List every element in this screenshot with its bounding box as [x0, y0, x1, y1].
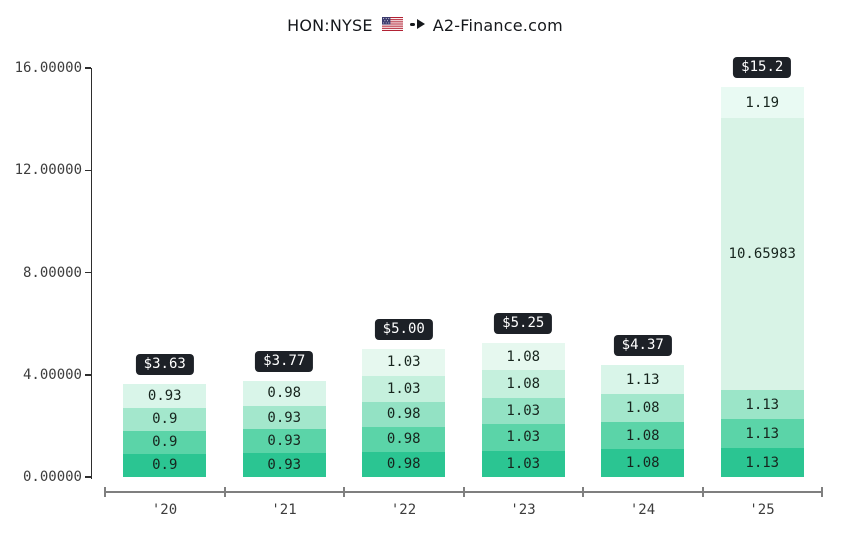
x-tick-label: '21 — [271, 502, 297, 518]
bar-segment-label: 1.08 — [506, 376, 541, 393]
bar-segment-label: 1.03 — [506, 455, 541, 472]
bar-segment-label: 1.03 — [506, 429, 541, 446]
y-tick-mark — [84, 476, 91, 478]
y-tick-label: 8.00000 — [22, 264, 82, 281]
x-tick-label: '22 — [390, 502, 417, 518]
bar-segment-label: 0.93 — [147, 388, 182, 405]
y-tick-label: 16.00000 — [14, 60, 82, 76]
bar-segment: 0.93 — [123, 384, 207, 408]
x-tick-label: '20 — [151, 502, 178, 518]
bar-segment-label: 1.13 — [745, 396, 780, 413]
bar-segment: 1.08 — [601, 394, 685, 422]
bar-segment-label: 1.13 — [625, 371, 660, 388]
ticker-symbol: HON:NYSE — [287, 16, 373, 35]
bar-segment-label: 0.93 — [267, 409, 302, 426]
bar-segment-label: 1.19 — [745, 94, 780, 111]
bar-total-badge: $5.25 — [494, 312, 553, 334]
x-tick-label: '23 — [510, 502, 536, 518]
x-tick-label: '25 — [749, 502, 775, 518]
bar-segment: 0.98 — [362, 451, 446, 477]
y-tick-label: 0.00000 — [22, 469, 82, 485]
site-name: A2-Finance.com — [432, 16, 563, 35]
bar-segment: 1.13 — [720, 448, 804, 477]
y-axis-line — [90, 68, 92, 479]
bar-segment-label: 1.03 — [506, 403, 541, 420]
bar-segment-label: 0.9 — [152, 434, 178, 451]
y-tick-mark — [84, 271, 91, 274]
bar-total-badge: $3.77 — [255, 350, 314, 372]
bar-segment-label: 1.08 — [625, 455, 660, 472]
bar-segment: 0.93 — [242, 405, 326, 430]
bar-total-badge: $4.37 — [613, 335, 672, 357]
bar-segment: 1.03 — [362, 375, 446, 402]
bar-segment-label: 1.03 — [386, 380, 421, 397]
x-tick-mark — [462, 487, 465, 497]
bar-segment-label: 1.08 — [625, 399, 660, 416]
bar-segment-label: 0.9 — [152, 411, 178, 428]
bar-segment-label: 0.98 — [267, 385, 302, 402]
bar-segment: 1.03 — [362, 349, 446, 376]
bar-segment: 0.98 — [362, 401, 446, 427]
bar-segment: 0.93 — [242, 429, 326, 454]
bar-segment: 0.98 — [242, 380, 326, 406]
bar-segment: 1.13 — [720, 390, 804, 420]
bar-segment-label: 0.9 — [152, 457, 178, 474]
bar-segment: 0.9 — [123, 453, 207, 477]
bar-segment: 0.9 — [123, 407, 207, 431]
bar-segment: 1.03 — [481, 424, 565, 451]
x-tick-mark — [343, 487, 345, 497]
x-tick-mark — [582, 487, 584, 497]
x-tick-label: '24 — [629, 502, 656, 518]
bar-segment-label: 0.98 — [386, 456, 421, 473]
bar-segment: 1.13 — [601, 365, 685, 395]
y-tick-mark — [84, 374, 91, 376]
y-tick-mark — [84, 169, 91, 171]
bar-segment: 1.19 — [720, 87, 804, 118]
bar-segment: 1.13 — [720, 419, 804, 449]
chart-title: HON:NYSE A2-Finance.com — [0, 15, 850, 35]
y-tick-mark — [84, 67, 91, 69]
bar-segment-label: 10.65983 — [728, 246, 796, 263]
bar-segment-label: 0.93 — [267, 433, 302, 450]
bar-segment: 0.98 — [362, 426, 446, 452]
bar-segment: 1.03 — [481, 398, 565, 425]
bar-segment: 1.08 — [601, 421, 685, 450]
bar-segment-label: 0.93 — [267, 457, 302, 474]
y-tick-label: 12.00000 — [14, 162, 82, 179]
bar-segment-label: 1.08 — [625, 427, 660, 444]
bar-segment: 0.93 — [242, 453, 326, 477]
x-tick-mark — [104, 487, 106, 497]
bar-segment-label: 1.13 — [745, 454, 780, 471]
bar-segment: 1.08 — [481, 342, 565, 371]
bar-segment-label: 0.98 — [386, 431, 421, 448]
bar-segment: 0.9 — [123, 430, 207, 454]
bar-segment-label: 0.98 — [386, 406, 421, 423]
bar-segment-label: 1.08 — [506, 348, 541, 365]
bar-segment: 1.08 — [481, 370, 565, 398]
us-flag-icon — [381, 17, 403, 31]
right-arrow-icon — [409, 19, 426, 29]
x-tick-mark — [701, 487, 704, 497]
x-tick-mark — [223, 487, 226, 497]
bar-segment-label: 1.13 — [745, 425, 780, 442]
bar-segment: 1.03 — [481, 450, 565, 477]
bar-total-badge: $15.2 — [733, 57, 792, 79]
x-tick-mark — [821, 487, 823, 497]
bar-total-badge: $3.63 — [135, 354, 194, 376]
bar-segment: 10.65983 — [720, 117, 804, 391]
y-tick-label: 4.00000 — [22, 366, 82, 383]
bar-segment-label: 1.03 — [386, 354, 421, 371]
bar-segment: 1.08 — [601, 449, 685, 477]
bar-total-badge: $5.00 — [374, 319, 433, 341]
